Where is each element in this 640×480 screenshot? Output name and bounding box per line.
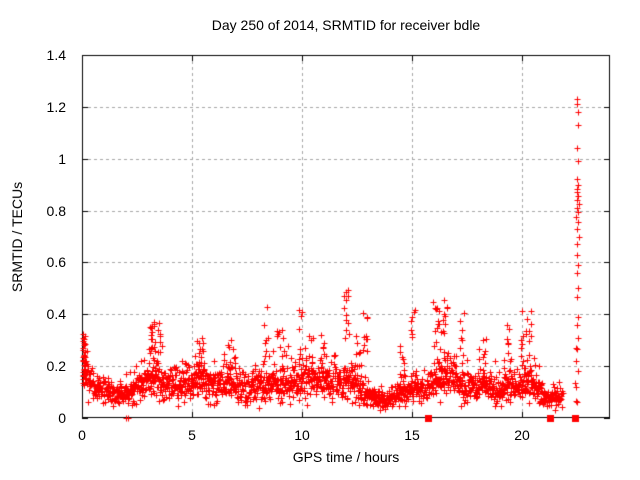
y-tick-label: 0 — [58, 410, 66, 426]
y-axis-label: SRMTID / TECUs — [9, 181, 25, 293]
y-tick-label: 0.4 — [46, 306, 66, 323]
y-tick-label: 0.2 — [46, 358, 66, 375]
y-tick-label: 1.2 — [46, 98, 66, 115]
x-tick-label: 15 — [404, 427, 420, 443]
y-tick-label: 1 — [58, 150, 66, 167]
x-tick-label: 5 — [188, 427, 196, 443]
y-tick-label: 0.8 — [46, 202, 66, 219]
chart-title: Day 250 of 2014, SRMTID for receiver bdl… — [211, 17, 481, 33]
x-tick-label: 20 — [514, 427, 530, 443]
x-tick-label: 10 — [294, 427, 310, 443]
x-tick-label: 0 — [78, 427, 86, 443]
y-tick-label: 0.6 — [46, 254, 66, 271]
y-tick-label: 1.4 — [46, 47, 66, 63]
x-axis-label: GPS time / hours — [292, 449, 400, 465]
